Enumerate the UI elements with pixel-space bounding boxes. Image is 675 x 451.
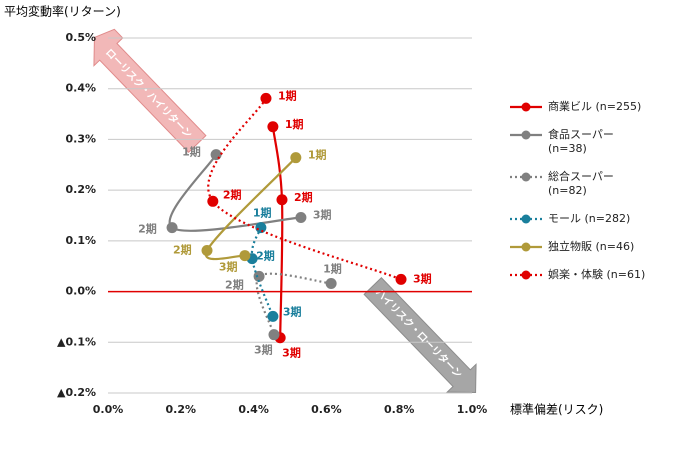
legend-item: モール (n=282): [508, 212, 648, 226]
point-label: 3期: [219, 260, 238, 274]
x-axis-title: 標準偏差(リスク): [510, 402, 603, 417]
series-line: [250, 227, 274, 317]
point-label: 2期: [225, 277, 244, 291]
point-label: 2期: [294, 190, 313, 204]
series-line: [271, 126, 284, 338]
point-label: 2期: [223, 187, 242, 201]
legend-label: 総合スーパー (n=82): [548, 170, 614, 197]
legend-swatch: [510, 214, 542, 224]
point: [267, 121, 279, 133]
legend-swatch: [510, 270, 542, 280]
point-label: 3期: [413, 271, 432, 285]
legend: 商業ビル (n=255) 食品スーパー (n=38) 総合スーパー (n=82) モー…: [508, 100, 648, 296]
legend-dot: [521, 270, 531, 280]
y-tick-label: 0.0%: [65, 285, 96, 298]
point: [295, 212, 307, 224]
point: [260, 92, 272, 104]
legend-item: 総合スーパー (n=82): [508, 170, 648, 198]
point-label: 2期: [256, 249, 275, 263]
legend-dot: [521, 242, 531, 252]
point: [276, 194, 288, 206]
y-tick-label: 0.5%: [65, 31, 96, 44]
y-tick-label: 0.1%: [65, 234, 96, 247]
arrow-low-risk: ローリスク・ハイリターン: [93, 28, 207, 153]
legend-swatch: [510, 242, 542, 252]
legend-label: 娯楽・体験 (n=61): [548, 268, 646, 281]
y-tick-label: 0.3%: [65, 132, 96, 145]
point-label: 1期: [285, 117, 304, 131]
point: [255, 222, 267, 234]
point-label: 2期: [173, 242, 192, 256]
legend-item: 商業ビル (n=255): [508, 100, 648, 114]
point: [268, 329, 280, 341]
x-tick-label: 1.0%: [457, 403, 488, 416]
annotation: ローリスク・ハイリターン: [103, 47, 194, 141]
x-tick-label: 0.0%: [93, 403, 124, 416]
point-label: 1期: [253, 206, 272, 220]
point: [267, 310, 279, 322]
y-tick-label: 0.4%: [65, 82, 96, 95]
point-label: 1期: [323, 261, 342, 275]
x-tick-label: 0.4%: [238, 403, 269, 416]
legend-item: 娯楽・体験 (n=61): [508, 268, 648, 282]
point-label: 3期: [282, 346, 301, 360]
point: [325, 277, 337, 289]
point: [290, 152, 302, 164]
y-tick-label: ▲0.2%: [57, 386, 96, 399]
legend-swatch: [510, 172, 542, 182]
annotation: ハイリスク・ローリターン: [373, 287, 464, 381]
legend-label: 商業ビル (n=255): [548, 100, 642, 113]
legend-dot: [521, 130, 531, 140]
legend-dot: [521, 102, 531, 112]
y-axis-title: 平均変動率(リターン): [4, 4, 121, 19]
legend-label: 独立物販 (n=46): [548, 240, 635, 253]
legend-dot: [521, 214, 531, 224]
point-label: 2期: [138, 222, 157, 236]
y-tick-label: ▲0.1%: [57, 335, 96, 348]
point: [201, 244, 213, 256]
legend-label: 食品スーパー (n=38): [548, 128, 614, 155]
x-tick-label: 0.8%: [384, 403, 415, 416]
point: [253, 270, 265, 282]
legend-swatch: [510, 130, 542, 140]
point: [207, 195, 219, 207]
point: [239, 250, 251, 262]
arrow-high-risk: ハイリスク・ローリターン: [363, 277, 477, 394]
point-label: 3期: [313, 208, 332, 222]
legend-dot: [521, 172, 531, 182]
point-label: 3期: [283, 304, 302, 318]
point-label: 1期: [182, 145, 201, 159]
point: [210, 149, 222, 161]
x-tick-label: 0.6%: [311, 403, 342, 416]
point: [166, 222, 178, 234]
point-label: 1期: [308, 148, 327, 162]
point: [395, 273, 407, 285]
legend-swatch: [510, 102, 542, 112]
legend-item: 食品スーパー (n=38): [508, 128, 648, 156]
legend-item: 独立物販 (n=46): [508, 240, 648, 254]
x-tick-label: 0.2%: [166, 403, 197, 416]
point-label: 1期: [278, 88, 297, 102]
grid: [108, 37, 472, 394]
y-tick-label: 0.2%: [65, 183, 96, 196]
legend-label: モール (n=282): [548, 212, 631, 225]
point-label: 3期: [254, 343, 273, 357]
